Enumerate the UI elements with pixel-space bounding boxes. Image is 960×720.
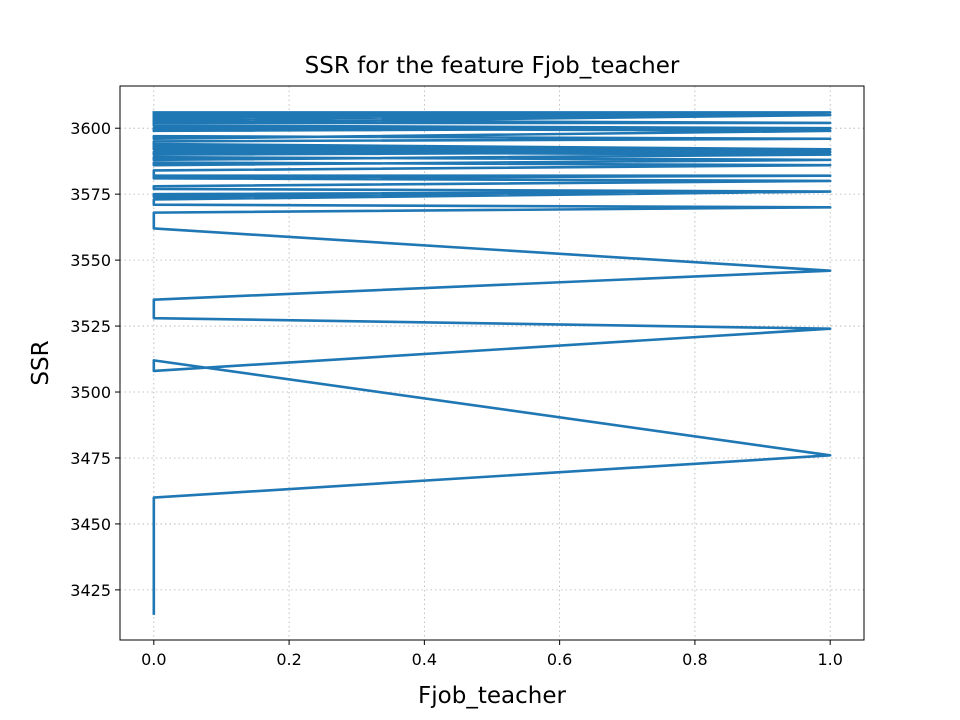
y-tick-label: 3450 — [70, 515, 111, 534]
y-tick-label: 3550 — [70, 251, 111, 270]
y-tick-label: 3425 — [70, 581, 111, 600]
x-tick-label: 0.6 — [547, 650, 572, 669]
ticks: 0.0 0.2 0.4 0.6 0.8 1.0 3425 3450 3475 3500 3525 35… — [70, 119, 843, 669]
y-tick-label: 3600 — [70, 119, 111, 138]
x-axis-label: Fjob_teacher — [418, 683, 566, 709]
x-tick-label: 0.8 — [682, 650, 707, 669]
plot-frame — [119, 85, 865, 641]
x-tick-label: 0.0 — [141, 650, 166, 669]
x-tick-label: 1.0 — [817, 650, 842, 669]
y-tick-label: 3475 — [70, 449, 111, 468]
y-tick-label: 3525 — [70, 317, 111, 336]
chart-title: SSR for the feature Fjob_teacher — [305, 53, 680, 79]
series-line — [152, 111, 832, 615]
series-layer — [152, 111, 832, 615]
x-tick-label: 0.2 — [276, 650, 301, 669]
x-tick-label: 0.4 — [412, 650, 437, 669]
y-axis-label: SSR — [28, 340, 54, 385]
y-tick-label: 3500 — [70, 383, 111, 402]
y-tick-label: 3575 — [70, 185, 111, 204]
